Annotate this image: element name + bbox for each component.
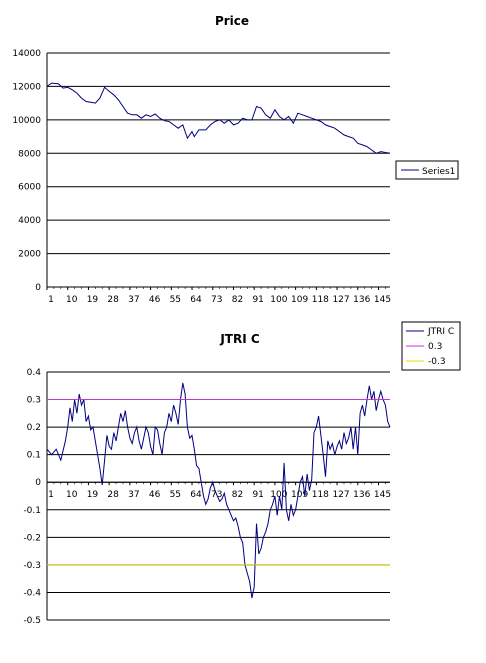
jtric-legend: JTRI C 0.3 -0.3 <box>401 321 461 371</box>
jtric-y-tick-labels: -0.5 -0.4 -0.3 -0.2 -0.1 0 0.1 0.2 0.3 0.4 <box>23 368 41 626</box>
c1-x-tick-label-5: 46 <box>149 295 161 305</box>
c1-y-tick-label-7: 14000 <box>12 49 41 59</box>
c2-x-tick-label-16: 145 <box>374 490 391 500</box>
c2-x-tick-label-14: 127 <box>332 490 349 500</box>
c1-y-tick-label-6: 12000 <box>12 82 41 92</box>
c1-x-tick-label-13: 118 <box>312 295 329 305</box>
c2-series-line-0 <box>46 382 391 599</box>
c2-y-tick-label-9: 0.4 <box>27 368 42 378</box>
jtric-legend-label-pos03: 0.3 <box>428 342 442 352</box>
jtric-x-tick-labels: 1 10 19 28 37 46 55 64 73 82 91 100 109 118 127 136 145 <box>46 482 391 500</box>
c2-x-tick-label-15: 136 <box>353 490 370 500</box>
price-legend: Series1 <box>395 160 459 180</box>
c1-series-line-0 <box>46 82 391 154</box>
c1-y-tick-label-4: 8000 <box>18 149 41 159</box>
c1-x-tick-label-9: 82 <box>232 295 243 305</box>
price-gridlines <box>46 52 390 288</box>
jtric-legend-label-neg03: -0.3 <box>428 357 446 367</box>
c1-x-tick-label-15: 136 <box>353 295 370 305</box>
c1-x-tick-label-4: 37 <box>128 295 139 305</box>
price-x-tick-labels: 1 10 19 28 37 46 55 64 73 82 91 100 109 118 127 136 145 <box>46 287 391 305</box>
c2-y-tick-label-7: 0.2 <box>27 423 41 433</box>
c2-y-tick-label-2: -0.3 <box>23 561 41 571</box>
c1-x-tick-label-0: 1 <box>48 295 54 305</box>
c2-y-tick-label-5: 0 <box>35 478 41 488</box>
c1-x-tick-label-2: 19 <box>87 295 99 305</box>
c2-y-tick-label-4: -0.1 <box>23 506 41 516</box>
c1-y-tick-label-5: 10000 <box>12 116 41 126</box>
c2-x-tick-label-0: 1 <box>48 490 54 500</box>
c2-x-tick-label-5: 46 <box>149 490 161 500</box>
c1-y-tick-label-1: 2000 <box>18 250 41 260</box>
c1-x-tick-label-16: 145 <box>374 295 391 305</box>
price-y-tick-labels: 0 2000 4000 6000 8000 10000 12000 14000 <box>12 49 41 293</box>
c1-x-tick-label-8: 73 <box>211 295 222 305</box>
c2-x-tick-label-12: 109 <box>291 490 308 500</box>
jtric-chart: JTRI C -0.5 -0.4 -0.3 -0.2 -0.1 0 0.1 0.2 0.3 0.4… <box>23 321 461 626</box>
price-chart: Price 0 2000 4000 6000 8000 10000 12000 14000 1… <box>12 14 459 305</box>
c1-x-tick-label-1: 10 <box>66 295 78 305</box>
c1-x-tick-label-12: 109 <box>291 295 308 305</box>
price-series-lines <box>46 82 391 154</box>
c2-y-tick-label-3: -0.2 <box>23 533 41 543</box>
c2-x-tick-label-7: 64 <box>190 490 202 500</box>
c1-y-tick-label-3: 6000 <box>18 183 41 193</box>
c1-x-tick-label-3: 28 <box>107 295 119 305</box>
c2-y-tick-label-0: -0.5 <box>23 616 41 626</box>
jtric-chart-title: JTRI C <box>219 332 260 346</box>
price-legend-label-series1: Series1 <box>422 167 455 177</box>
price-chart-title: Price <box>215 14 249 28</box>
c1-x-tick-label-14: 127 <box>332 295 349 305</box>
c2-y-tick-label-1: -0.4 <box>23 588 41 598</box>
jtric-series-lines <box>46 382 391 599</box>
c2-x-tick-label-11: 100 <box>270 490 287 500</box>
c1-x-tick-label-11: 100 <box>270 295 287 305</box>
c2-x-tick-label-2: 19 <box>87 490 99 500</box>
c1-x-tick-label-7: 64 <box>190 295 202 305</box>
c1-y-tick-label-2: 4000 <box>18 216 41 226</box>
c2-x-tick-label-13: 118 <box>312 490 329 500</box>
c2-x-tick-label-3: 28 <box>107 490 119 500</box>
price-legend-box <box>395 160 459 180</box>
c2-x-tick-label-4: 37 <box>128 490 139 500</box>
c2-y-tick-label-8: 0.3 <box>27 396 41 406</box>
c2-x-tick-label-9: 82 <box>232 490 243 500</box>
c1-x-tick-label-10: 91 <box>252 295 263 305</box>
c1-x-tick-label-6: 55 <box>170 295 181 305</box>
c1-y-tick-label-0: 0 <box>35 283 41 293</box>
c2-x-tick-label-10: 91 <box>252 490 263 500</box>
c2-x-tick-label-6: 55 <box>170 490 181 500</box>
c2-y-tick-label-6: 0.1 <box>27 451 41 461</box>
c2-x-tick-label-1: 10 <box>66 490 78 500</box>
jtric-legend-label-jtric: JTRI C <box>427 327 454 337</box>
